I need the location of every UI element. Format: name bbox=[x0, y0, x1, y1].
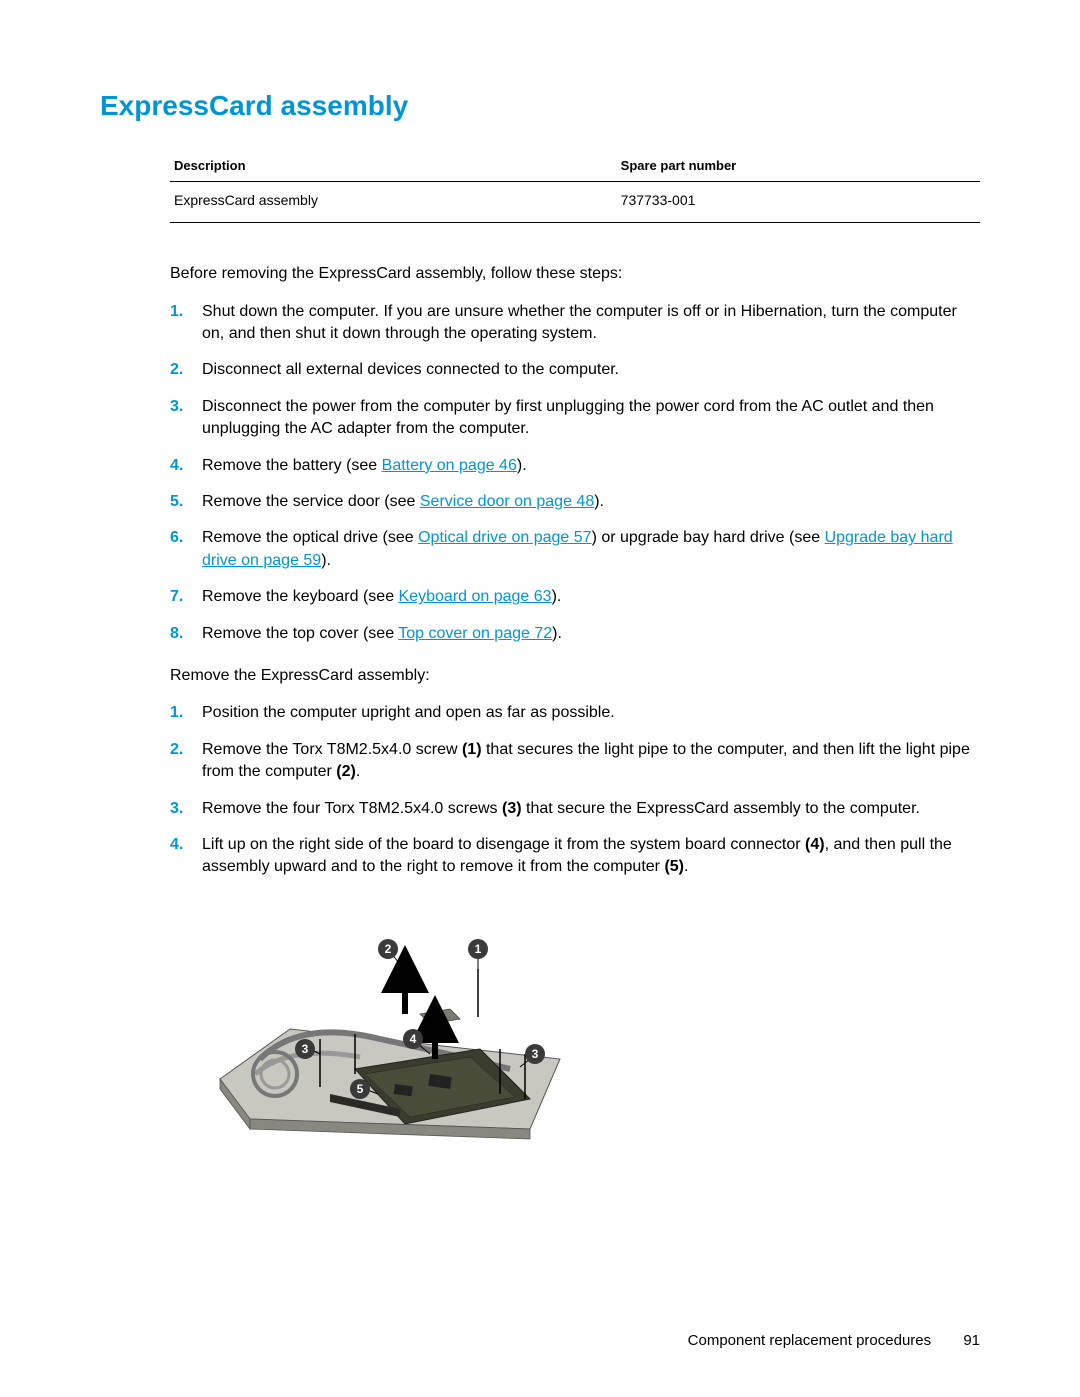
link-battery[interactable]: Battery on page 46 bbox=[382, 457, 517, 474]
step-number: 1. bbox=[170, 301, 202, 346]
callout-ref: (2) bbox=[336, 763, 356, 780]
step-text: Position the computer upright and open a… bbox=[202, 702, 980, 724]
callout-ref: (1) bbox=[462, 741, 482, 758]
assembly-diagram: 1 2 3 3 4 5 bbox=[200, 899, 980, 1154]
step-text: Remove the keyboard (see Keyboard on pag… bbox=[202, 586, 980, 608]
list-item: 3.Disconnect the power from the computer… bbox=[170, 396, 980, 441]
list-item: 2.Disconnect all external devices connec… bbox=[170, 359, 980, 381]
step-number: 1. bbox=[170, 702, 202, 724]
list-item: 5.Remove the service door (see Service d… bbox=[170, 491, 980, 513]
page-footer: Component replacement procedures 91 bbox=[688, 1332, 980, 1349]
step-number: 2. bbox=[170, 359, 202, 381]
step-number: 4. bbox=[170, 834, 202, 879]
td-description: ExpressCard assembly bbox=[170, 182, 617, 223]
step-text: Remove the optical drive (see Optical dr… bbox=[202, 527, 980, 572]
list-item: 4.Lift up on the right side of the board… bbox=[170, 834, 980, 879]
footer-page-number: 91 bbox=[963, 1332, 980, 1349]
list-item: 7.Remove the keyboard (see Keyboard on p… bbox=[170, 586, 980, 608]
step-number: 8. bbox=[170, 623, 202, 645]
callout-3: 3 bbox=[302, 1042, 309, 1056]
spare-part-table: Description Spare part number ExpressCar… bbox=[170, 150, 980, 223]
list-item: 1.Shut down the computer. If you are uns… bbox=[170, 301, 980, 346]
remove-steps-list: 1.Position the computer upright and open… bbox=[170, 702, 980, 878]
step-number: 2. bbox=[170, 739, 202, 784]
th-description: Description bbox=[170, 150, 617, 182]
callout-2: 2 bbox=[385, 942, 392, 956]
intro-text-1: Before removing the ExpressCard assembly… bbox=[170, 263, 980, 285]
intro-text-2: Remove the ExpressCard assembly: bbox=[170, 665, 980, 687]
step-text: Shut down the computer. If you are unsur… bbox=[202, 301, 980, 346]
callout-3b: 3 bbox=[532, 1047, 539, 1061]
step-number: 4. bbox=[170, 455, 202, 477]
list-item: 8.Remove the top cover (see Top cover on… bbox=[170, 623, 980, 645]
step-text: Lift up on the right side of the board t… bbox=[202, 834, 980, 879]
link-top-cover[interactable]: Top cover on page 72 bbox=[398, 625, 552, 642]
step-text: Remove the four Torx T8M2.5x4.0 screws (… bbox=[202, 798, 980, 820]
step-text: Disconnect all external devices connecte… bbox=[202, 359, 980, 381]
link-service-door[interactable]: Service door on page 48 bbox=[420, 493, 594, 510]
callout-1: 1 bbox=[475, 942, 482, 956]
link-keyboard[interactable]: Keyboard on page 63 bbox=[399, 588, 552, 605]
step-text: Remove the top cover (see Top cover on p… bbox=[202, 623, 980, 645]
list-item: 4.Remove the battery (see Battery on pag… bbox=[170, 455, 980, 477]
link-optical-drive[interactable]: Optical drive on page 57 bbox=[418, 529, 591, 546]
step-number: 6. bbox=[170, 527, 202, 572]
callout-ref: (4) bbox=[805, 836, 825, 853]
step-number: 5. bbox=[170, 491, 202, 513]
list-item: 2.Remove the Torx T8M2.5x4.0 screw (1) t… bbox=[170, 739, 980, 784]
list-item: 3.Remove the four Torx T8M2.5x4.0 screws… bbox=[170, 798, 980, 820]
callout-4: 4 bbox=[410, 1032, 417, 1046]
list-item: 6.Remove the optical drive (see Optical … bbox=[170, 527, 980, 572]
step-text: Remove the service door (see Service doo… bbox=[202, 491, 980, 513]
callout-ref: (3) bbox=[502, 800, 522, 817]
prep-steps-list: 1.Shut down the computer. If you are uns… bbox=[170, 301, 980, 645]
td-part-number: 737733-001 bbox=[617, 182, 980, 223]
step-text: Disconnect the power from the computer b… bbox=[202, 396, 980, 441]
th-part-number: Spare part number bbox=[617, 150, 980, 182]
step-text: Remove the Torx T8M2.5x4.0 screw (1) tha… bbox=[202, 739, 980, 784]
list-item: 1.Position the computer upright and open… bbox=[170, 702, 980, 724]
callout-ref: (5) bbox=[664, 858, 684, 875]
footer-section: Component replacement procedures bbox=[688, 1332, 931, 1349]
step-number: 3. bbox=[170, 396, 202, 441]
page-title: ExpressCard assembly bbox=[100, 90, 980, 122]
step-text: Remove the battery (see Battery on page … bbox=[202, 455, 980, 477]
step-number: 3. bbox=[170, 798, 202, 820]
callout-5: 5 bbox=[357, 1082, 364, 1096]
table-row: ExpressCard assembly 737733-001 bbox=[170, 182, 980, 223]
step-number: 7. bbox=[170, 586, 202, 608]
